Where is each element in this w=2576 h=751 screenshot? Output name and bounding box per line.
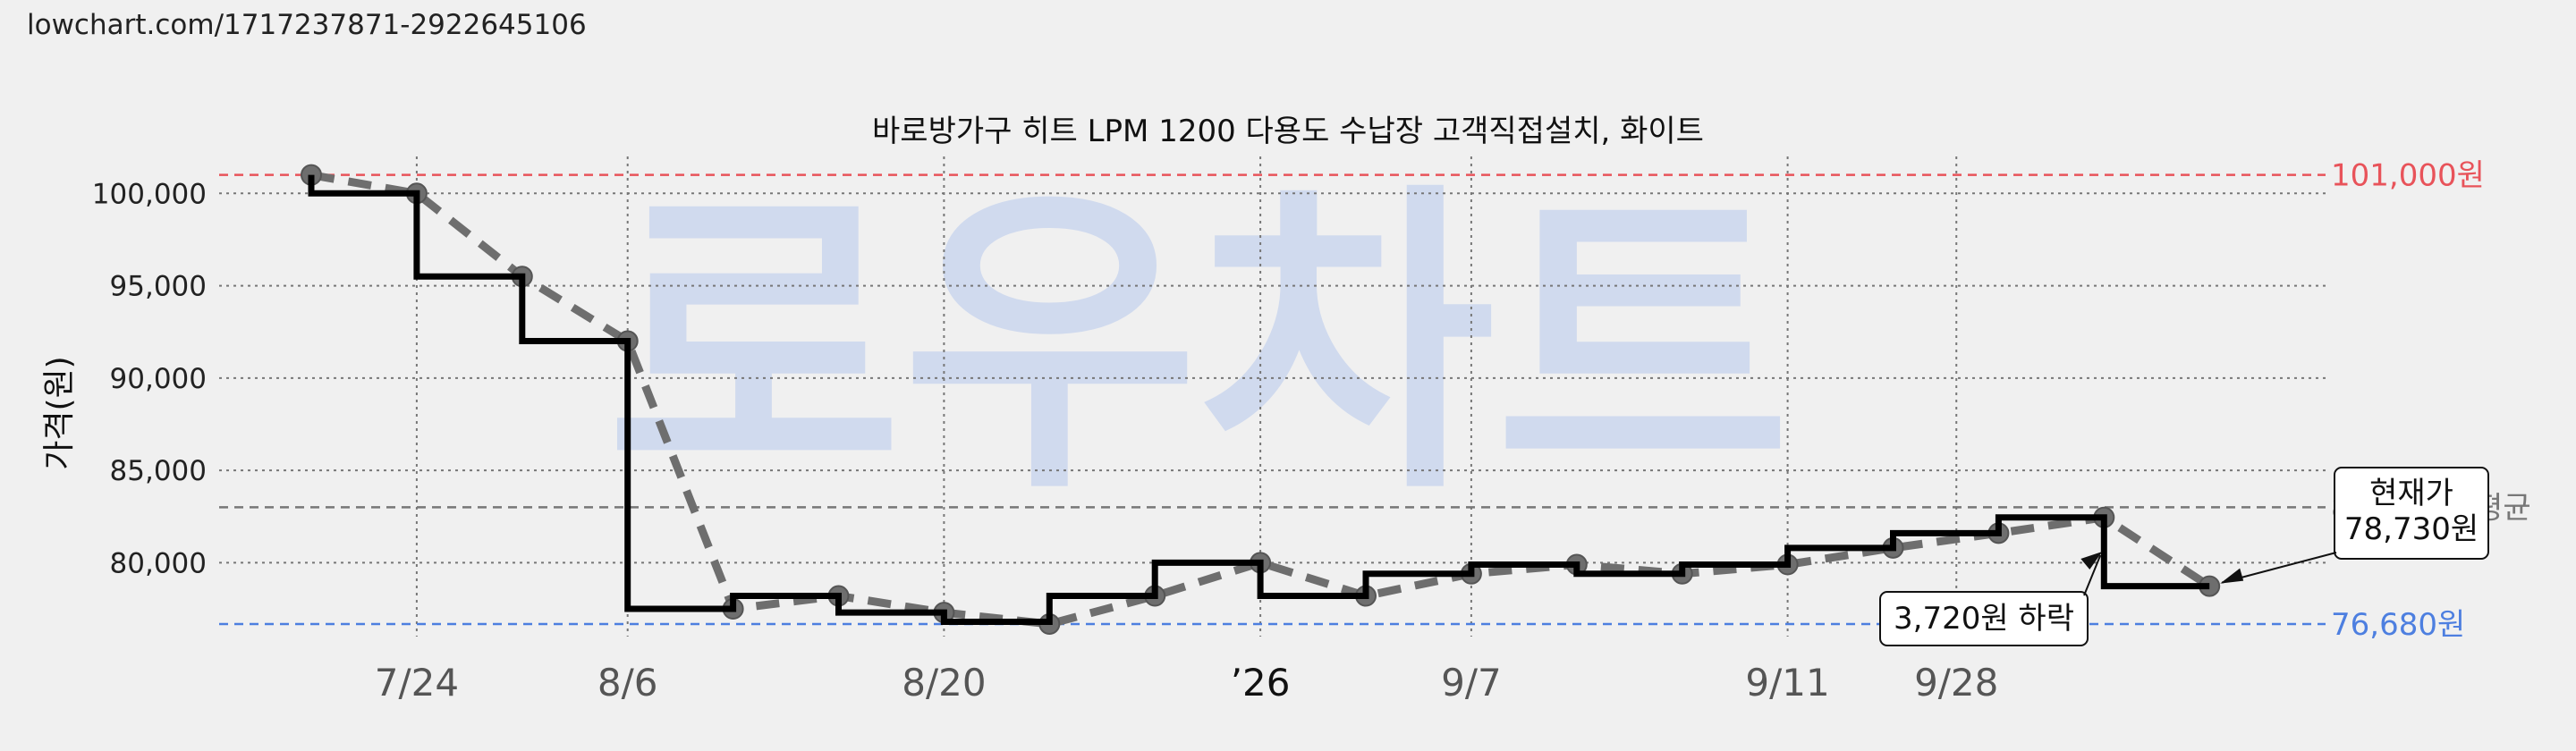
y-tick-label: 85,000 <box>110 455 207 487</box>
source-url: lowchart.com/1717237871-2922645106 <box>27 9 587 41</box>
y-tick-label: 95,000 <box>110 271 207 303</box>
x-tick-label: 8/6 <box>597 661 658 705</box>
drop-annotation-text: 3,720원 하락 <box>1894 601 2074 637</box>
x-tick-label: 7/24 <box>375 661 459 705</box>
current-price-annotation-box <box>2334 467 2489 560</box>
y-axis-label: 가격(원) <box>41 356 78 469</box>
x-tick-label: 9/28 <box>1914 661 1998 705</box>
y-tick-label: 90,000 <box>110 363 207 395</box>
watermark-logo: 로우차트 <box>606 157 1792 532</box>
step-price-line <box>308 174 2210 625</box>
axes: 80,000 85,000 90,000 95,000 100,000 7/24 8/6 8/… <box>92 178 1999 705</box>
series <box>301 164 2221 635</box>
current-price-arrowhead <box>2220 568 2244 584</box>
current-price-annotation-text: 현재가 <box>2369 476 2453 511</box>
drop-annotation-box <box>1879 591 2089 646</box>
current-price-annotation-text: 78,730원 <box>2344 511 2479 547</box>
drop-arrowhead <box>2080 551 2103 570</box>
y-tick-label: 100,000 <box>92 178 207 210</box>
y-tick-label: 80,000 <box>110 547 207 579</box>
x-tick-label: ’26 <box>1231 661 1291 705</box>
grid <box>219 156 2326 637</box>
chart-title: 바로방가구 히트 LPM 1200 다용도 수납장 고객직접설치, 화이트 <box>872 114 1704 149</box>
x-tick-label: 9/11 <box>1745 661 1829 705</box>
reference-line-label: 101,000원 <box>2331 158 2485 194</box>
drop-arrow <box>2083 554 2102 596</box>
reference-line-label: 76,680원 <box>2331 607 2465 643</box>
x-tick-label: 9/7 <box>1441 661 1502 705</box>
x-tick-label: 8/20 <box>902 661 986 705</box>
